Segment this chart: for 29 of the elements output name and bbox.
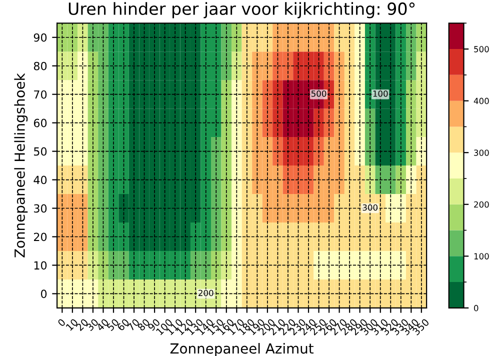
color-bar-label: 0 <box>474 304 478 312</box>
y-tick-label: 0 <box>40 290 47 298</box>
x-axis-title: Zonnepaneel Azimut <box>170 342 314 356</box>
annotation: 100 <box>373 90 388 97</box>
color-bar-label: 200 <box>474 201 489 208</box>
x-tick-label: 0 <box>57 318 66 327</box>
annotation: 300 <box>362 204 378 211</box>
y-tick-label: 80 <box>34 62 47 70</box>
color-bar-label: 300 <box>474 150 489 156</box>
y-tick-label: 60 <box>34 118 47 128</box>
x-tick-label: 60 <box>116 318 130 332</box>
color-bar-label: 500 <box>474 46 489 52</box>
y-tick-label: 30 <box>34 204 47 213</box>
x-tick-label: 10 <box>66 318 78 331</box>
y-tick-label: 40 <box>34 176 47 184</box>
y-tick-label: 70 <box>34 90 47 99</box>
x-tick-label: 50 <box>106 318 120 332</box>
x-tick-label: 70 <box>127 318 140 332</box>
chart-title: Uren hinder per jaar voor kijkrichting: 90° <box>68 2 415 18</box>
y-tick-label: 20 <box>34 232 47 242</box>
annotation: 500 <box>311 90 326 97</box>
y-axis-title: Zonnepaneel Hellingshoek <box>14 73 28 258</box>
y-tick-label: 50 <box>34 147 47 156</box>
y-tick-label: 10 <box>34 261 47 270</box>
x-tick-label: 80 <box>137 318 150 332</box>
color-bar-label: 400 <box>474 98 489 104</box>
y-tick-label: 90 <box>34 33 47 42</box>
color-bar-label: 100 <box>474 253 489 260</box>
annotation: 200 <box>198 290 214 296</box>
